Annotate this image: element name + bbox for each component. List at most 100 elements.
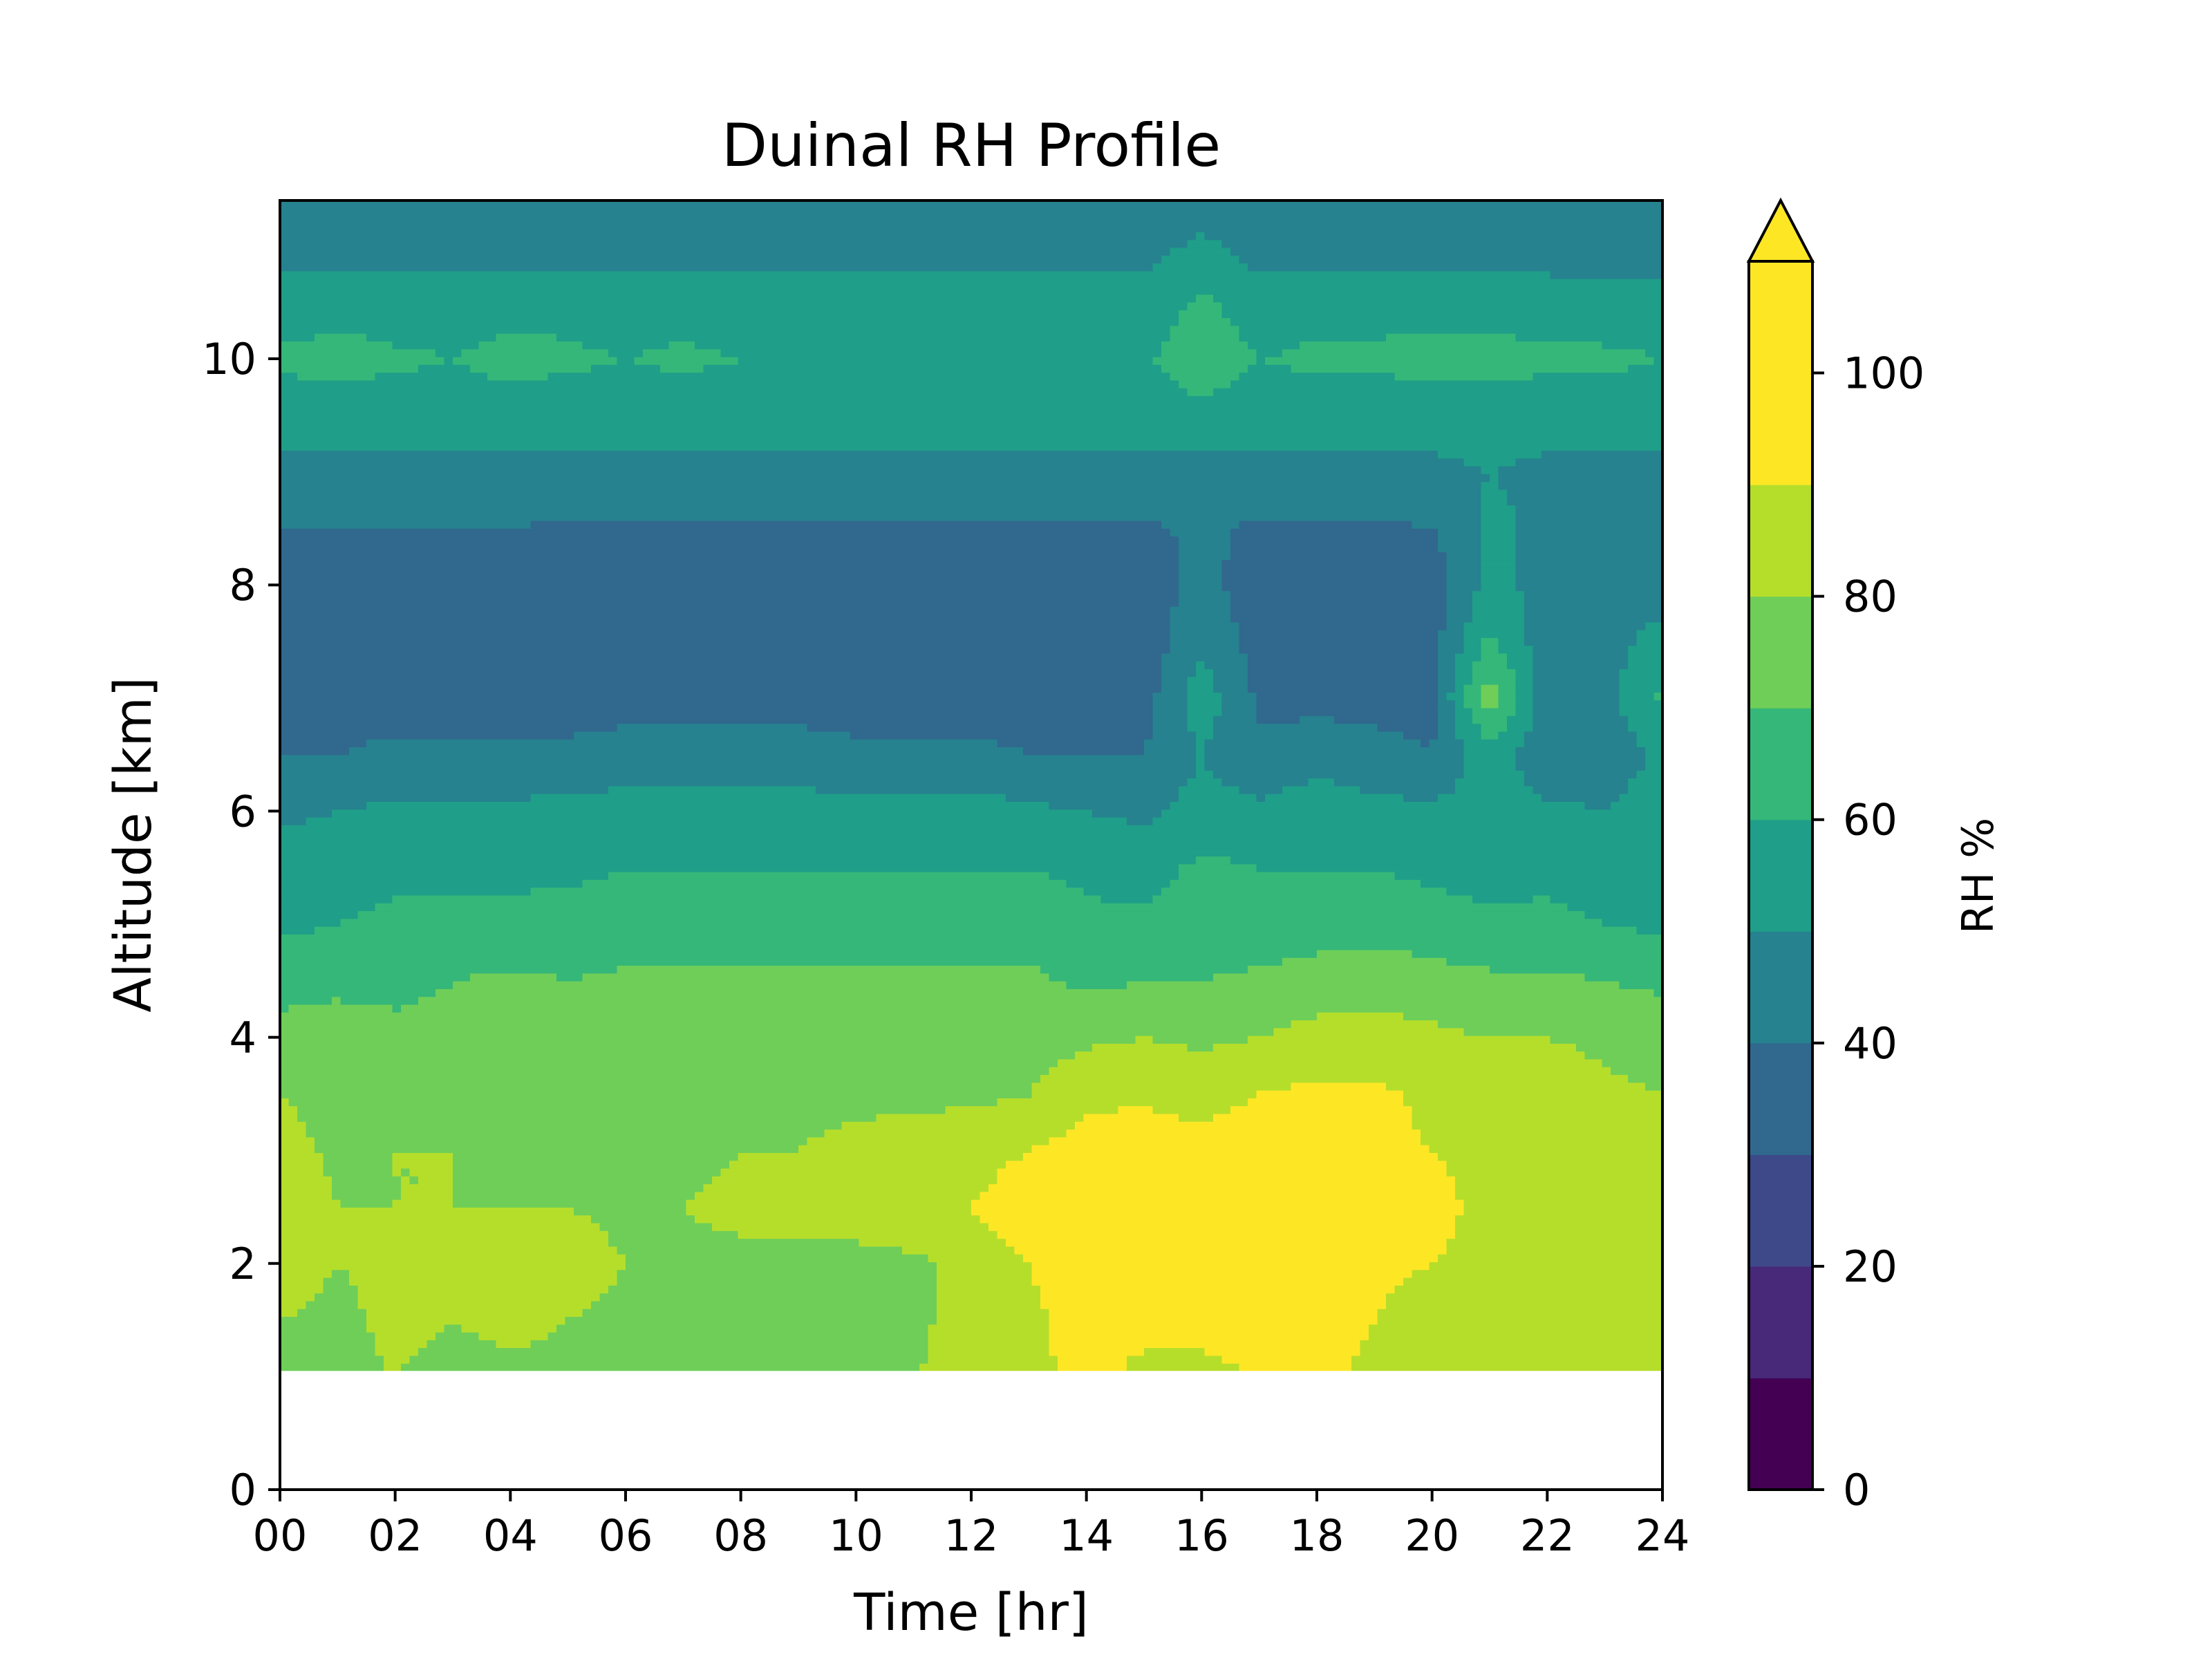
contour-cell [530, 887, 1085, 896]
contour-cell [280, 379, 1179, 388]
contour-cell [1463, 1207, 1662, 1216]
chart-title: Duinal RH Profile [722, 111, 1221, 180]
contour-cell [1308, 778, 1335, 787]
contour-cell [1256, 1089, 1404, 1098]
contour-cell [1515, 700, 1534, 709]
x-tick-label: 24 [1635, 1510, 1690, 1561]
contour-cell [1455, 715, 1473, 724]
contour-cell [332, 1191, 402, 1200]
x-tick-label: 06 [599, 1510, 653, 1561]
contour-cell [280, 879, 583, 888]
contour-cell [418, 1347, 929, 1356]
contour-cell [1403, 1089, 1662, 1098]
contour-cell [1187, 692, 1223, 701]
contour-cell [937, 1269, 1033, 1278]
contour-cell [582, 1308, 937, 1318]
contour-cell [280, 1277, 324, 1286]
contour-cell [453, 980, 1067, 989]
x-tick-label: 14 [1059, 1510, 1114, 1561]
contour-cell [608, 1285, 937, 1294]
contour-cell [280, 738, 367, 747]
contour-cell [1179, 785, 1240, 794]
contour-cell [980, 1215, 1456, 1224]
contour-cell [660, 364, 704, 373]
contour-cell [280, 832, 1662, 841]
contour-cell [1265, 793, 1404, 802]
contour-cell [1170, 247, 1231, 256]
contour-cell [1576, 1043, 1662, 1052]
contour-cell [280, 1362, 384, 1371]
contour-cell [1515, 536, 1662, 545]
contour-cell [1498, 474, 1662, 482]
contour-cell [1170, 614, 1231, 623]
contour-cell [1187, 684, 1214, 693]
contour-cell [1152, 1035, 1248, 1044]
x-tick-label: 18 [1290, 1510, 1344, 1561]
contour-field [280, 200, 1662, 1371]
contour-cell [280, 723, 618, 732]
contour-cell [582, 973, 1050, 982]
contour-cell [1248, 661, 1438, 670]
contour-cell [617, 1277, 937, 1286]
contour-cell [1455, 684, 1465, 693]
contour-cell [280, 606, 1171, 615]
contour-cell [375, 1340, 428, 1349]
contour-cell [1524, 606, 1662, 615]
contour-cell [1438, 645, 1465, 654]
contour-cell [392, 341, 480, 350]
contour-cell [1161, 668, 1197, 677]
contour-cell [280, 496, 1482, 506]
contour-cell [280, 1105, 298, 1114]
contour-cell [1049, 1308, 1378, 1318]
contour-cell [1507, 489, 1662, 498]
contour-cell [409, 1168, 453, 1177]
contour-cell [591, 1300, 937, 1309]
contour-cell [1170, 372, 1240, 381]
contour-cell [1204, 738, 1421, 747]
contour-cell [280, 403, 1662, 412]
contour-cell [280, 232, 1197, 241]
contour-cell [1463, 637, 1482, 646]
contour-cell [1515, 551, 1662, 561]
contour-cell [599, 1222, 713, 1231]
contour-cell [401, 1183, 453, 1192]
contour-cell [280, 1238, 609, 1247]
contour-cell [280, 1043, 1093, 1052]
contour-cell [1515, 559, 1662, 568]
contour-cell [1524, 738, 1638, 747]
contour-cell [280, 263, 1154, 272]
contour-cell [1498, 684, 1517, 693]
contour-cell [720, 1168, 998, 1177]
contour-cell [1230, 856, 1662, 865]
y-tick-label: 2 [229, 1239, 256, 1289]
contour-cell [850, 731, 1154, 740]
contour-cell [280, 1246, 618, 1255]
contour-cell [453, 1183, 704, 1192]
contour-cell [712, 1222, 989, 1231]
contour-cell [703, 1183, 989, 1192]
contour-cell [1248, 341, 1300, 350]
contour-cell [453, 356, 618, 365]
contour-cell [1472, 894, 1534, 903]
contour-cell [1179, 863, 1257, 872]
contour-cell [1144, 738, 1197, 747]
contour-cell [1075, 1121, 1413, 1130]
contour-cell [1248, 653, 1438, 662]
contour-cell [928, 1324, 1050, 1333]
contour-cell [1031, 1144, 1430, 1153]
contour-cell [1446, 598, 1473, 607]
contour-cell [626, 1253, 929, 1262]
contour-cell [1429, 738, 1465, 747]
contour-cell [1412, 1113, 1662, 1122]
contour-cell [1472, 661, 1508, 670]
x-tick-label: 12 [944, 1510, 999, 1561]
contour-cell [971, 1207, 1465, 1216]
contour-cell [280, 661, 1162, 670]
contour-cell [1619, 668, 1662, 677]
contour-cell [816, 785, 1179, 794]
contour-cell [1187, 778, 1223, 787]
contour-cell [280, 489, 1482, 498]
contour-cell [1515, 684, 1534, 693]
contour-cell [643, 348, 722, 357]
contour-cell [582, 341, 670, 350]
